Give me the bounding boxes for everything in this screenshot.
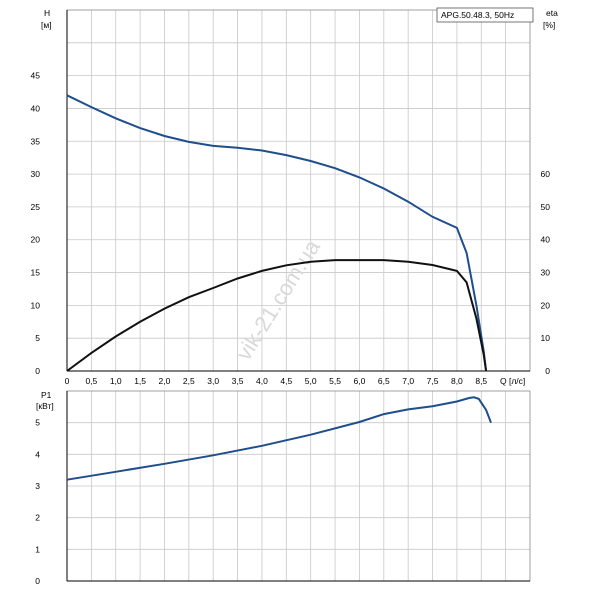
power-tick-label: 1 bbox=[35, 544, 40, 554]
x-tick-label: 1,0 bbox=[110, 376, 122, 386]
x-tick-label: 6,5 bbox=[378, 376, 390, 386]
y-right-tick-label: 10 bbox=[541, 333, 551, 343]
x-tick-label: 5,5 bbox=[329, 376, 341, 386]
top-chart: 0 0,5 1,0 1,5 2,0 2,5 3,0 3,5 4,0 4,5 5,0 5,5 6,0 6,5… bbox=[31, 7, 558, 386]
x-tick-label: 8,5 bbox=[475, 376, 487, 386]
legend-box bbox=[436, 7, 534, 23]
legend-label: APG.50.48.3, 50Hz bbox=[441, 10, 514, 20]
y-left-tick-label: 20 bbox=[31, 235, 41, 245]
y-left-title-line2: [м] bbox=[41, 20, 52, 30]
x-tick-label: 2,5 bbox=[183, 376, 195, 386]
y-left-tick-label: 25 bbox=[31, 202, 41, 212]
head-curve-line bbox=[66, 94, 488, 372]
y-right-tick-label: 40 bbox=[541, 235, 551, 245]
y-right-title-line1: eta bbox=[546, 8, 558, 18]
x-tick-label: 7,0 bbox=[402, 376, 414, 386]
y-right-tick-label: 50 bbox=[541, 202, 551, 212]
top-chart-frame bbox=[66, 9, 531, 372]
x-tick-label: 7,5 bbox=[427, 376, 439, 386]
power-tick-label: 3 bbox=[35, 481, 40, 491]
y-right-tick-label: 30 bbox=[541, 268, 551, 278]
x-tick-label: 2,0 bbox=[159, 376, 171, 386]
power-tick-label: 2 bbox=[35, 513, 40, 523]
x-tick-label: 3,0 bbox=[207, 376, 219, 386]
y-left-tick-label: 45 bbox=[31, 71, 41, 81]
power-curve-line bbox=[66, 396, 492, 481]
top-chart-x-tick-labels: 0 0,5 1,0 1,5 2,0 2,5 3,0 3,5 4,0 4,5 5,0 5,5 6,0 6,5… bbox=[65, 376, 488, 386]
power-tick-label: 4 bbox=[35, 449, 40, 459]
top-chart-grid bbox=[67, 10, 530, 371]
x-tick-label: 4,0 bbox=[256, 376, 268, 386]
y-left-tick-label: 30 bbox=[31, 169, 41, 179]
y-left-tick-label: 35 bbox=[31, 136, 41, 146]
x-tick-label: 0 bbox=[65, 376, 70, 386]
x-tick-label: 3,5 bbox=[232, 376, 244, 386]
y-right-tick-label: 0 bbox=[545, 366, 550, 376]
power-title-line2: [кВт] bbox=[36, 401, 54, 411]
x-tick-label: 0,5 bbox=[85, 376, 97, 386]
x-tick-label: 5,0 bbox=[305, 376, 317, 386]
bottom-chart-y-tick-labels: 0 1 2 3 4 5 bbox=[35, 418, 40, 586]
power-title-line1: P1 bbox=[41, 390, 52, 400]
y-left-title-line1: H bbox=[44, 8, 50, 18]
efficiency-curve-line bbox=[66, 259, 488, 372]
y-right-tick-label: 20 bbox=[541, 300, 551, 310]
x-tick-label: 4,5 bbox=[280, 376, 292, 386]
y-left-tick-label: 10 bbox=[31, 300, 41, 310]
x-tick-label: 6,0 bbox=[354, 376, 366, 386]
bottom-chart: 0 1 2 3 4 5 P1 [кВт] bbox=[35, 390, 531, 586]
x-tick-label: 8,0 bbox=[451, 376, 463, 386]
y-right-tick-label: 60 bbox=[541, 169, 551, 179]
watermark-text: vik-21.com.ua bbox=[231, 235, 325, 365]
power-tick-label: 0 bbox=[35, 576, 40, 586]
x-axis-title: Q [л/с] bbox=[500, 376, 525, 386]
x-tick-label: 1,5 bbox=[134, 376, 146, 386]
power-tick-label: 5 bbox=[35, 418, 40, 428]
top-chart-y-left-tick-labels: 0 5 10 15 20 25 30 35 40 45 bbox=[31, 71, 41, 376]
y-left-tick-label: 0 bbox=[35, 366, 40, 376]
y-right-title-line2: [%] bbox=[543, 20, 555, 30]
y-left-tick-label: 5 bbox=[35, 333, 40, 343]
y-left-tick-label: 40 bbox=[31, 103, 41, 113]
y-left-tick-label: 15 bbox=[31, 268, 41, 278]
top-chart-y-right-tick-labels: 0 10 20 30 40 50 60 bbox=[541, 169, 551, 376]
bottom-chart-grid bbox=[67, 391, 530, 581]
